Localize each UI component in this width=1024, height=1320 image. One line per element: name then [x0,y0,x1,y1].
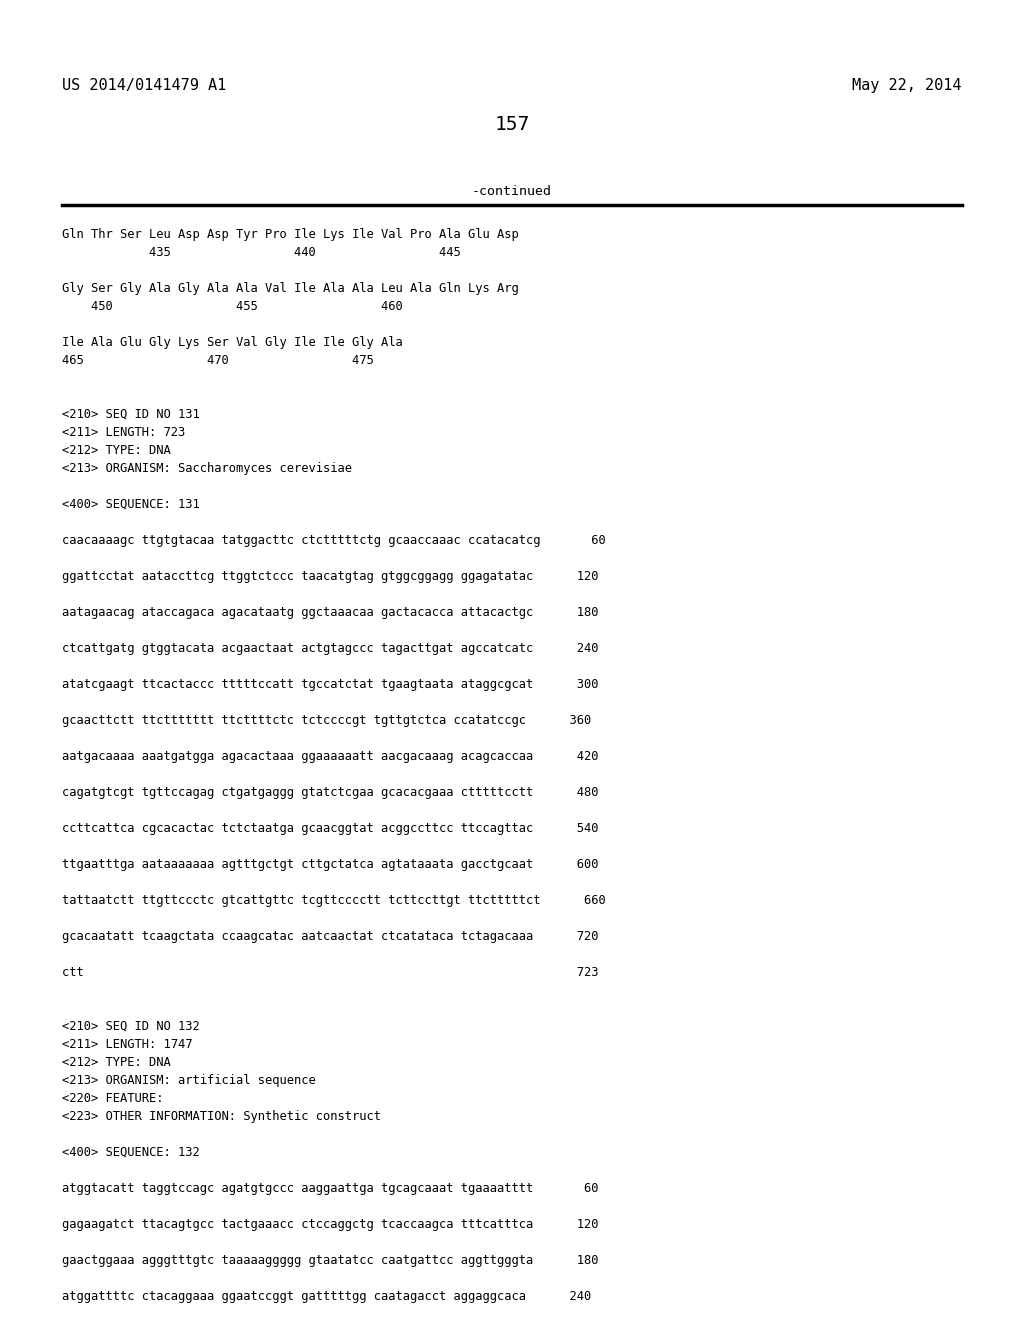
Text: ctt                                                                    723: ctt 723 [62,966,598,979]
Text: ctcattgatg gtggtacata acgaactaat actgtagccc tagacttgat agccatcatc      240: ctcattgatg gtggtacata acgaactaat actgtag… [62,642,598,655]
Text: ttgaatttga aataaaaaaa agtttgctgt cttgctatca agtataaata gacctgcaat      600: ttgaatttga aataaaaaaa agtttgctgt cttgcta… [62,858,598,871]
Text: cagatgtcgt tgttccagag ctgatgaggg gtatctcgaa gcacacgaaa ctttttcctt      480: cagatgtcgt tgttccagag ctgatgaggg gtatctc… [62,785,598,799]
Text: <211> LENGTH: 1747: <211> LENGTH: 1747 [62,1038,193,1051]
Text: 450                 455                 460: 450 455 460 [62,300,402,313]
Text: <212> TYPE: DNA: <212> TYPE: DNA [62,444,171,457]
Text: gcacaatatt tcaagctata ccaagcatac aatcaactat ctcatataca tctagacaaa      720: gcacaatatt tcaagctata ccaagcatac aatcaac… [62,931,598,942]
Text: <213> ORGANISM: Saccharomyces cerevisiae: <213> ORGANISM: Saccharomyces cerevisiae [62,462,352,475]
Text: aatagaacag ataccagaca agacataatg ggctaaacaa gactacacca attacactgc      180: aatagaacag ataccagaca agacataatg ggctaaa… [62,606,598,619]
Text: ggattcctat aataccttcg ttggtctccc taacatgtag gtggcggagg ggagatatac      120: ggattcctat aataccttcg ttggtctccc taacatg… [62,570,598,583]
Text: atatcgaagt ttcactaccc tttttccatt tgccatctat tgaagtaata ataggcgcat      300: atatcgaagt ttcactaccc tttttccatt tgccatc… [62,678,598,690]
Text: atggattttc ctacaggaaa ggaatccggt gatttttgg caatagacct aggaggcaca      240: atggattttc ctacaggaaa ggaatccggt gattttt… [62,1290,591,1303]
Text: <400> SEQUENCE: 131: <400> SEQUENCE: 131 [62,498,200,511]
Text: gcaacttctt ttcttttttt ttcttttctc tctccccgt tgttgtctca ccatatccgc      360: gcaacttctt ttcttttttt ttcttttctc tctcccc… [62,714,591,727]
Text: caacaaaagc ttgtgtacaa tatggacttc ctctttttctg gcaaccaaac ccatacatcg       60: caacaaaagc ttgtgtacaa tatggacttc ctctttt… [62,535,606,546]
Text: 465                 470                 475: 465 470 475 [62,354,374,367]
Text: <213> ORGANISM: artificial sequence: <213> ORGANISM: artificial sequence [62,1074,315,1086]
Text: May 22, 2014: May 22, 2014 [853,78,962,92]
Text: US 2014/0141479 A1: US 2014/0141479 A1 [62,78,226,92]
Text: tattaatctt ttgttccctc gtcattgttc tcgttcccctt tcttccttgt ttctttttct      660: tattaatctt ttgttccctc gtcattgttc tcgttcc… [62,894,606,907]
Text: gaactggaaa agggtttgtc taaaaaggggg gtaatatcc caatgattcc aggttgggta      180: gaactggaaa agggtttgtc taaaaaggggg gtaata… [62,1254,598,1267]
Text: <210> SEQ ID NO 132: <210> SEQ ID NO 132 [62,1020,200,1034]
Text: <210> SEQ ID NO 131: <210> SEQ ID NO 131 [62,408,200,421]
Text: Ile Ala Glu Gly Lys Ser Val Gly Ile Ile Gly Ala: Ile Ala Glu Gly Lys Ser Val Gly Ile Ile … [62,337,402,348]
Text: <211> LENGTH: 723: <211> LENGTH: 723 [62,426,185,440]
Text: gagaagatct ttacagtgcc tactgaaacc ctccaggctg tcaccaagca tttcatttca      120: gagaagatct ttacagtgcc tactgaaacc ctccagg… [62,1218,598,1232]
Text: <220> FEATURE:: <220> FEATURE: [62,1092,164,1105]
Text: <400> SEQUENCE: 132: <400> SEQUENCE: 132 [62,1146,200,1159]
Text: aatgacaaaa aaatgatgga agacactaaa ggaaaaaatt aacgacaaag acagcaccaa      420: aatgacaaaa aaatgatgga agacactaaa ggaaaaa… [62,750,598,763]
Text: <223> OTHER INFORMATION: Synthetic construct: <223> OTHER INFORMATION: Synthetic const… [62,1110,381,1123]
Text: Gly Ser Gly Ala Gly Ala Ala Val Ile Ala Ala Leu Ala Gln Lys Arg: Gly Ser Gly Ala Gly Ala Ala Val Ile Ala … [62,282,519,294]
Text: 157: 157 [495,115,529,135]
Text: atggtacatt taggtccagc agatgtgccc aaggaattga tgcagcaaat tgaaaatttt       60: atggtacatt taggtccagc agatgtgccc aaggaat… [62,1181,598,1195]
Text: ccttcattca cgcacactac tctctaatga gcaacggtat acggccttcc ttccagttac      540: ccttcattca cgcacactac tctctaatga gcaacgg… [62,822,598,836]
Text: Gln Thr Ser Leu Asp Asp Tyr Pro Ile Lys Ile Val Pro Ala Glu Asp: Gln Thr Ser Leu Asp Asp Tyr Pro Ile Lys … [62,228,519,242]
Text: -continued: -continued [472,185,552,198]
Text: 435                 440                 445: 435 440 445 [62,246,461,259]
Text: <212> TYPE: DNA: <212> TYPE: DNA [62,1056,171,1069]
